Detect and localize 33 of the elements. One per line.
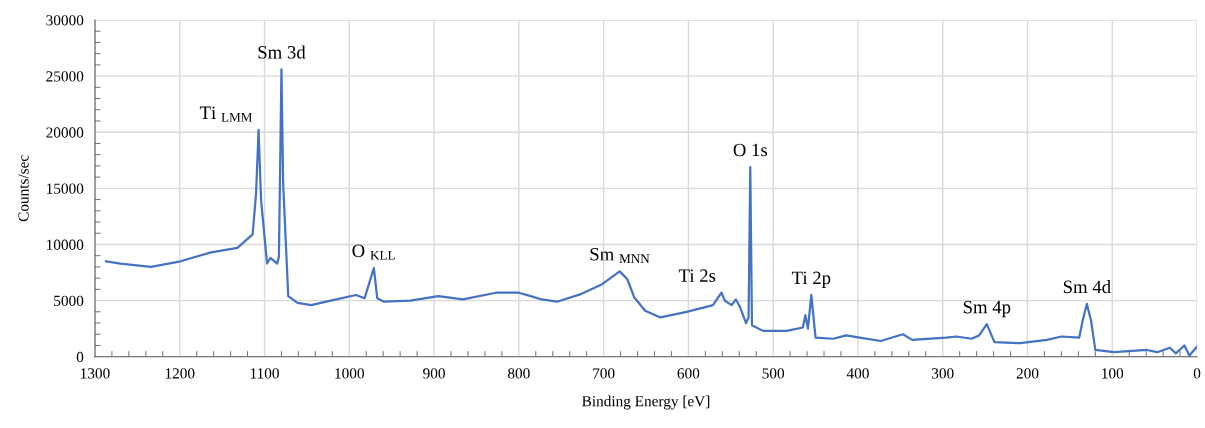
y-tick-label: 0 <box>76 351 84 363</box>
annotation: Ti 2s <box>678 269 716 282</box>
annotation: Sm $_{MNN}$ <box>590 247 650 263</box>
annotation: Ti 2p <box>791 271 831 289</box>
x-tick-label: 600 <box>677 368 700 379</box>
annotation: O 1s <box>733 143 768 157</box>
y-tick-label: 5000 <box>54 295 84 307</box>
x-tick-label: 1200 <box>165 368 195 379</box>
y-tick-label: 20000 <box>46 127 84 138</box>
x-tick-label: 300 <box>931 368 954 379</box>
x-axis-title: Binding Energy [eV] <box>582 395 710 410</box>
y-axis-title: Counts/sec <box>18 155 29 222</box>
x-tick-label: 100 <box>1102 368 1124 379</box>
y-tick-label: 30000 <box>46 15 84 26</box>
x-tick-label: 900 <box>423 368 445 379</box>
line-series <box>104 68 1198 357</box>
annotation: Ti $_{LMM}$ <box>199 106 253 122</box>
y-tick-label: 25000 <box>46 71 84 82</box>
x-tick-label: 700 <box>593 368 615 379</box>
x-tick-label: 0 <box>1193 368 1201 379</box>
annotation: Sm 3d <box>258 45 306 59</box>
x-tick-label: 1100 <box>250 368 279 379</box>
x-tick-label: 400 <box>846 368 869 379</box>
y-tick-label: 10000 <box>46 239 84 250</box>
annotation: Sm 4d <box>1063 280 1111 294</box>
x-tick-label: 800 <box>507 368 530 379</box>
y-tick-label: 15000 <box>46 183 84 194</box>
x-tick-label: 1300 <box>81 368 110 379</box>
x-tick-label: 1000 <box>335 368 364 379</box>
x-tick-label: 200 <box>1016 368 1039 379</box>
x-tick-label: 500 <box>762 368 785 379</box>
annotation: O $_{KLL}$ <box>352 244 395 260</box>
annotation: Sm 4p <box>963 300 1011 318</box>
